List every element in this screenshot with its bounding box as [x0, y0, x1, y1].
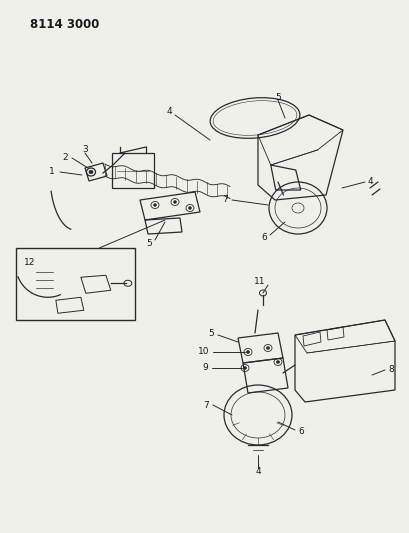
- Text: 5: 5: [146, 238, 152, 247]
- Text: 4: 4: [254, 467, 260, 477]
- Text: 8: 8: [387, 366, 393, 375]
- Ellipse shape: [89, 170, 93, 174]
- Text: 5: 5: [274, 93, 280, 101]
- Text: 6: 6: [297, 427, 303, 437]
- Text: 4: 4: [166, 108, 172, 117]
- Ellipse shape: [276, 360, 279, 364]
- Text: 12: 12: [25, 258, 36, 267]
- Ellipse shape: [265, 346, 269, 350]
- Text: 10: 10: [197, 348, 209, 357]
- Text: 9: 9: [202, 364, 207, 373]
- Ellipse shape: [188, 206, 191, 209]
- Text: 6: 6: [261, 233, 266, 243]
- Text: 7: 7: [203, 400, 209, 409]
- Ellipse shape: [173, 200, 176, 204]
- Text: 1: 1: [49, 167, 55, 176]
- Text: 7: 7: [222, 196, 227, 205]
- Text: 3: 3: [82, 146, 88, 155]
- Text: 11: 11: [253, 278, 264, 287]
- Ellipse shape: [243, 367, 246, 369]
- Ellipse shape: [153, 204, 156, 206]
- Text: 2: 2: [62, 152, 68, 161]
- Text: 8114 3000: 8114 3000: [30, 18, 99, 31]
- Ellipse shape: [246, 351, 249, 353]
- Text: 5: 5: [208, 328, 213, 337]
- Text: 4: 4: [367, 176, 373, 185]
